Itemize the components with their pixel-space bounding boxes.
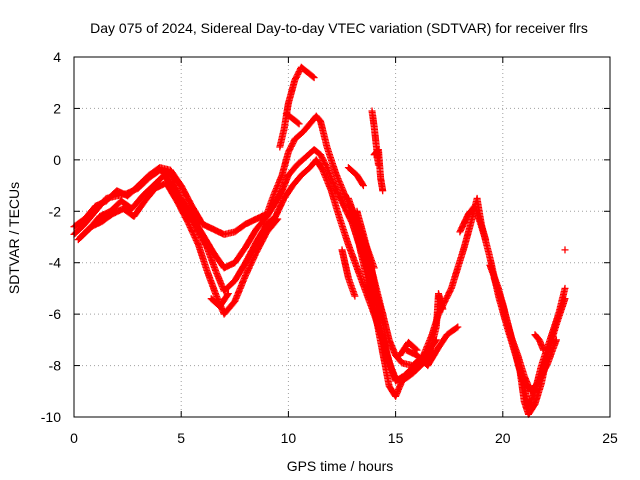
data-series-9 <box>338 246 359 300</box>
data-point-markers <box>561 246 569 254</box>
x-tick-label: 10 <box>281 430 297 446</box>
x-tick-label: 25 <box>602 430 618 446</box>
data-series-7 <box>282 110 303 128</box>
y-tick-label: -4 <box>49 255 62 271</box>
data-series-8 <box>344 164 367 190</box>
y-tick-label: 4 <box>53 49 61 65</box>
data-point-markers <box>338 246 359 300</box>
y-tick-label: -10 <box>41 409 61 425</box>
data-point-markers <box>456 202 490 244</box>
y-tick-label: -8 <box>49 358 62 374</box>
data-series-11 <box>353 207 387 318</box>
x-tick-label: 5 <box>177 430 185 446</box>
axis-ticks: 0 5 10 15 20 25 -10 -8 -6 -4 -2 0 2 4 <box>41 49 618 446</box>
y-tick-label: -6 <box>49 306 62 322</box>
chart-title: Day 075 of 2024, Sidereal Day-to-day VTE… <box>90 20 588 36</box>
data-point-markers <box>424 290 447 364</box>
y-tick-label: -2 <box>49 203 62 219</box>
data-point-markers <box>207 290 232 310</box>
data-point-markers <box>74 156 440 385</box>
data-points <box>70 63 569 418</box>
x-tick-label: 0 <box>70 430 78 446</box>
data-point-markers <box>347 202 406 400</box>
data-series-15 <box>368 107 382 169</box>
data-series-21 <box>490 274 560 395</box>
data-point-markers <box>531 331 547 354</box>
data-series-17 <box>396 338 421 359</box>
data-point-markers <box>490 274 560 395</box>
data-point-markers <box>282 110 303 128</box>
data-series-22 <box>531 331 547 354</box>
data-point-markers <box>353 207 387 318</box>
y-axis-title: SDTVAR / TECUs <box>6 182 22 294</box>
data-series-3 <box>74 156 440 385</box>
data-point-markers <box>368 107 382 169</box>
y-tick-label: 0 <box>53 152 61 168</box>
data-point-markers <box>344 164 367 190</box>
data-series-19 <box>456 202 490 244</box>
y-tick-label: 2 <box>53 100 61 116</box>
plot-frame <box>73 56 611 418</box>
data-series-5 <box>207 290 232 310</box>
data-series-18 <box>424 290 447 364</box>
data-series-23 <box>561 246 569 254</box>
data-series-13 <box>347 202 406 400</box>
x-axis-title: GPS time / hours <box>287 458 394 474</box>
x-tick-label: 15 <box>388 430 404 446</box>
data-point-markers <box>396 338 421 359</box>
x-tick-label: 20 <box>495 430 511 446</box>
